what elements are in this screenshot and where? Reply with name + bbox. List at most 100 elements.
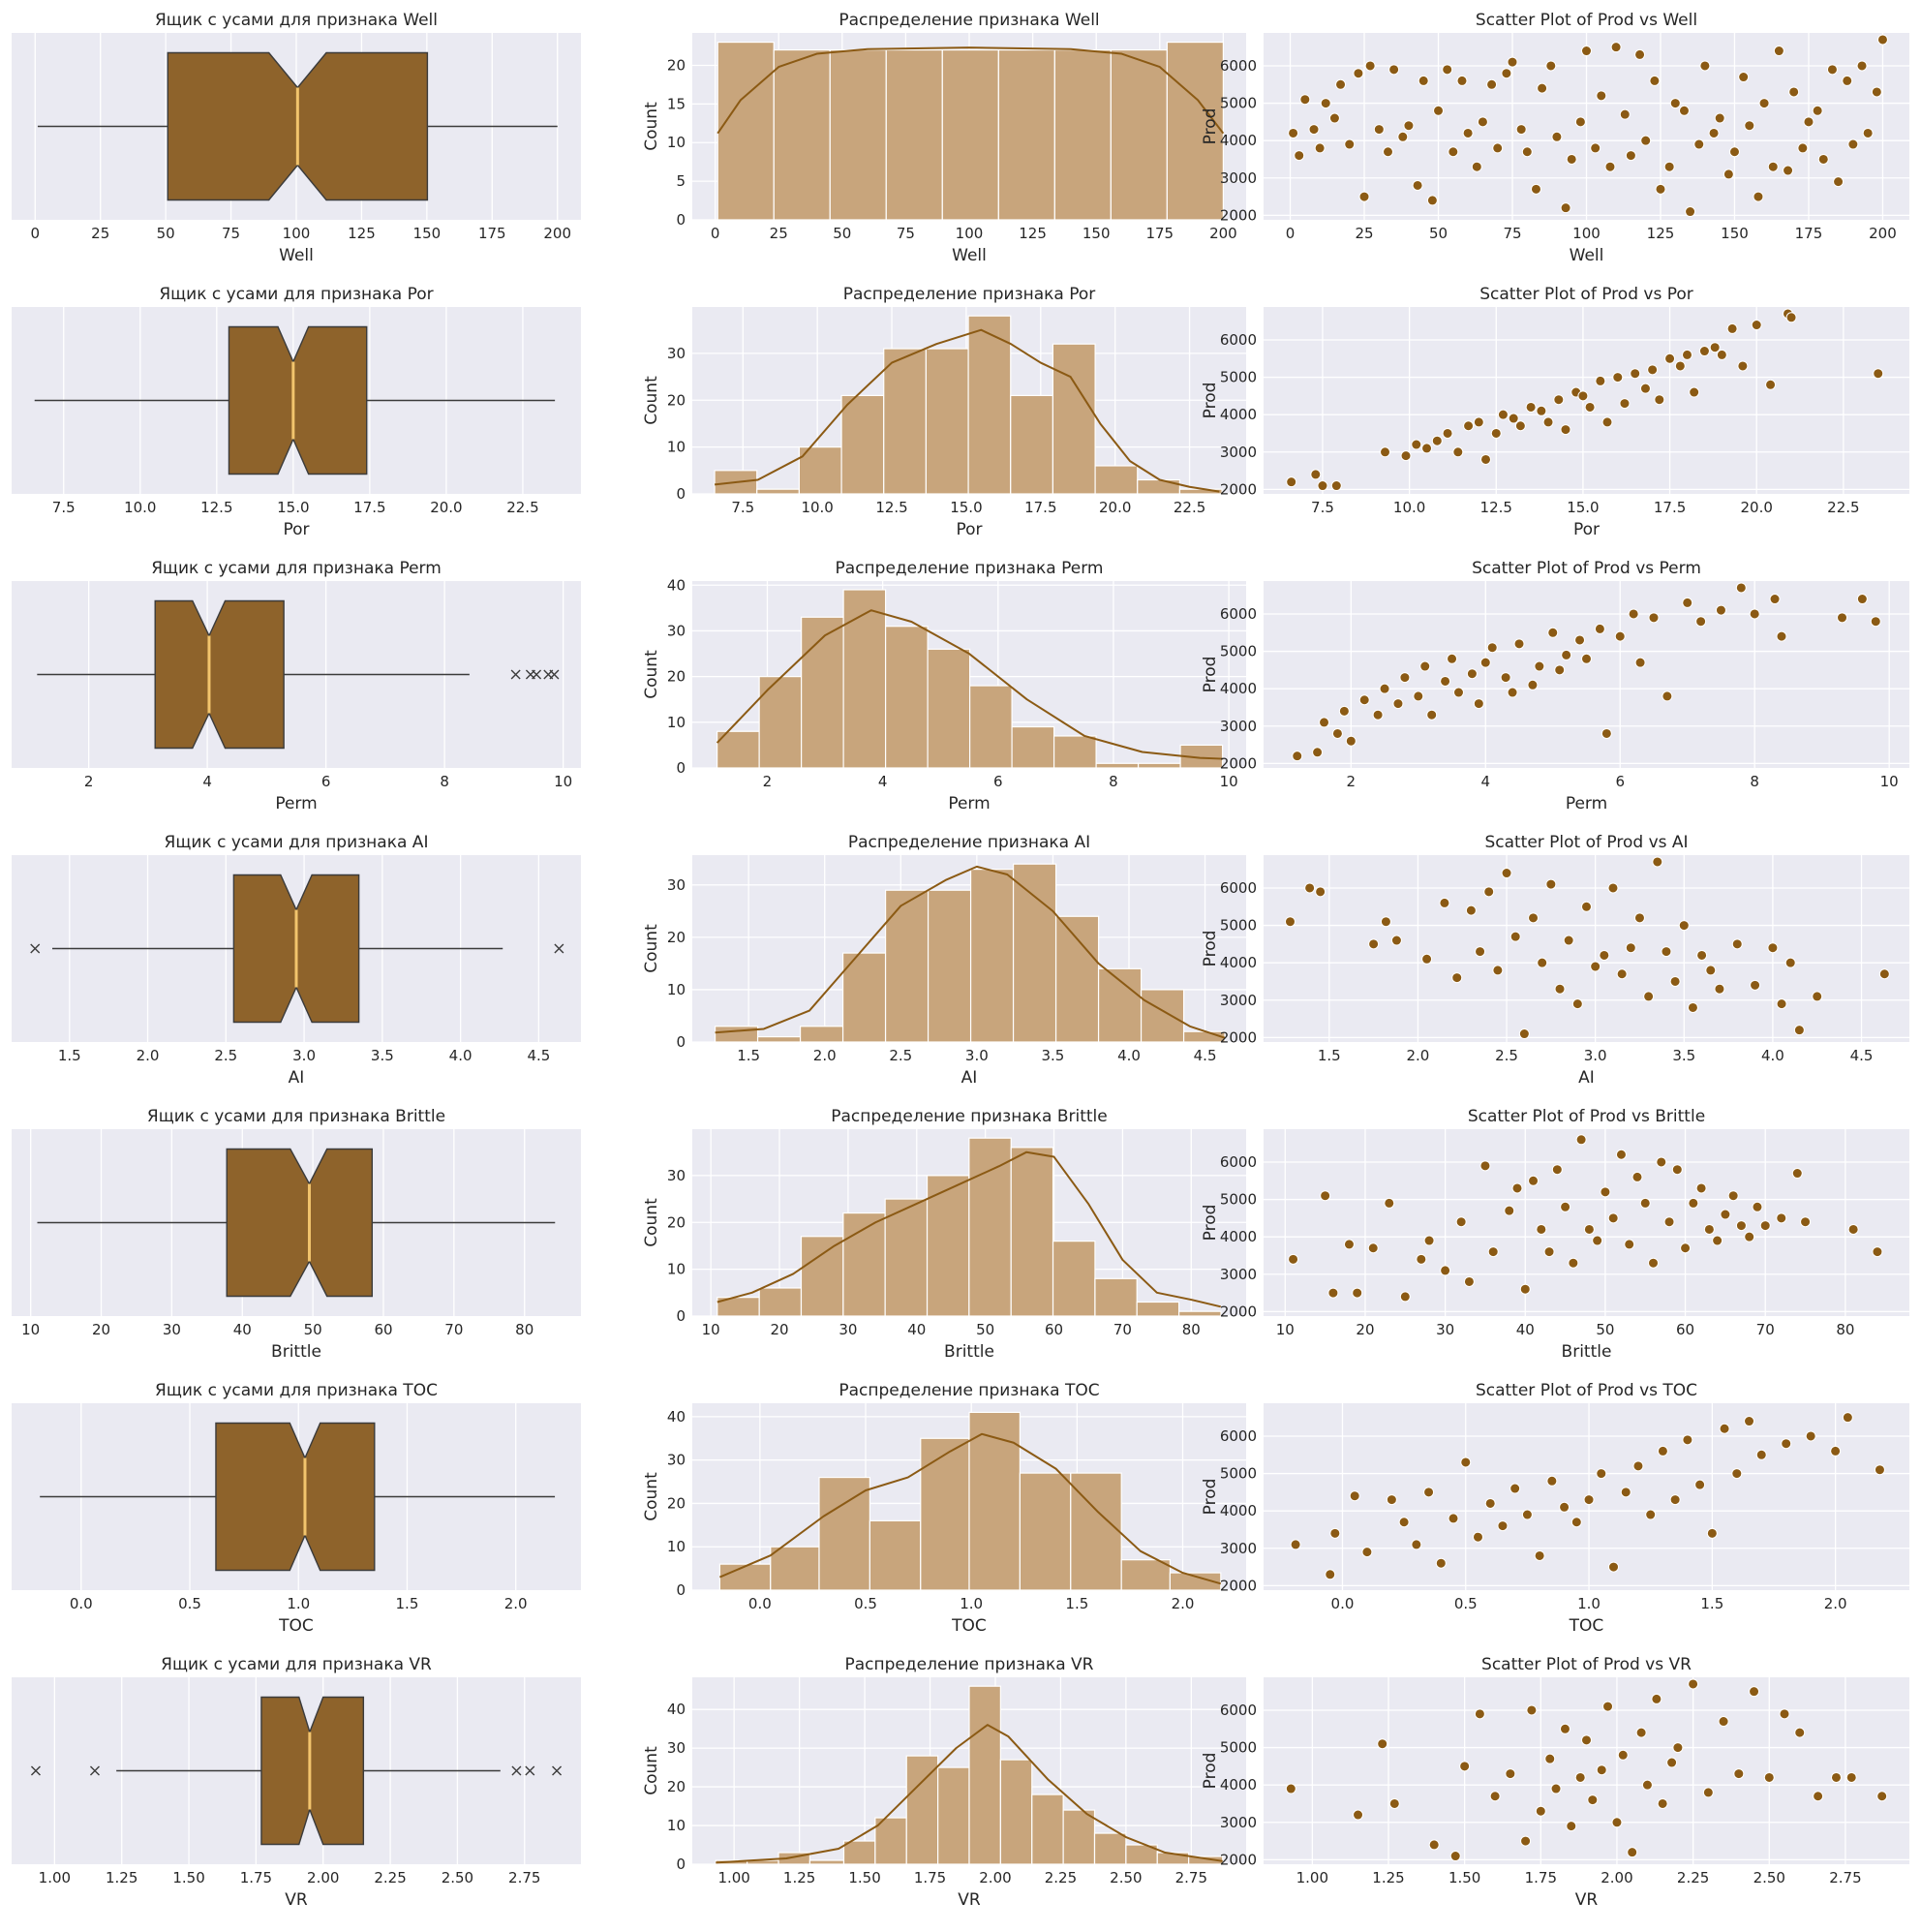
y-tick-label: 20 (667, 1213, 686, 1231)
x-tick-label: 2.25 (1045, 1869, 1077, 1886)
scatter-point (1331, 727, 1343, 739)
outlier-marker (89, 1765, 100, 1776)
scatter-point (1581, 46, 1592, 57)
x-tick-label: 1.0 (960, 1595, 983, 1612)
y-tick-label: 5000 (1220, 369, 1257, 386)
x-tick-label: 2.0 (813, 1047, 837, 1064)
scatter-point (1584, 401, 1596, 413)
chart-title: Распределение признака Perm (836, 559, 1104, 578)
x-tick-label: 150 (1721, 225, 1749, 242)
scatter-point (1448, 1513, 1459, 1524)
scatter-point (1647, 364, 1659, 376)
y-tick-label: 0 (676, 1855, 686, 1873)
y-axis-label: Count (642, 1198, 661, 1247)
x-tick-label: 22.5 (1174, 499, 1205, 516)
scatter-point (1439, 897, 1450, 908)
scatter-point (1847, 138, 1859, 150)
x-tick-label: 20.0 (1741, 499, 1773, 516)
box-por-subplot: Ящик с усами для признака Por 7.5 10.0 12.5… (12, 285, 581, 539)
y-tick-label: 40 (667, 1701, 686, 1718)
scatter-point (1812, 991, 1823, 1002)
y-tick-label: 30 (667, 876, 686, 894)
chart-title: Ящик с усами для признака Well (155, 11, 438, 30)
scatter-point (1449, 1851, 1461, 1862)
x-axis-label: Por (956, 520, 982, 539)
x-tick-label: 4.5 (1850, 1047, 1874, 1064)
y-tick-label: 10 (667, 134, 686, 151)
scatter-point (1551, 131, 1563, 142)
notched-box (228, 325, 368, 475)
scatter-point (1871, 86, 1882, 98)
scatter-point (1568, 1257, 1579, 1269)
x-tick-label: 1.5 (737, 1047, 760, 1064)
x-tick-label: 75 (1503, 225, 1521, 242)
y-axis-label: Count (642, 376, 661, 425)
scatter-point (1845, 1771, 1857, 1783)
histogram-bar (714, 1026, 759, 1043)
y-tick-label: 30 (667, 345, 686, 362)
scatter-point (1440, 1265, 1451, 1276)
kde-curve (715, 865, 1226, 1039)
scatter-point (1655, 183, 1666, 195)
histogram-bar (842, 1211, 886, 1317)
scatter-point (1842, 75, 1853, 86)
scatter-por-subplot: Scatter Plot of Prod vs Por 7.5 10.0 12.5 15… (1201, 285, 1909, 539)
x-tick-label: 50 (976, 1321, 994, 1338)
histogram-bar (1019, 1472, 1072, 1591)
scatter-point (1632, 1460, 1644, 1472)
y-tick-label: 4000 (1220, 1776, 1257, 1794)
scatter-point (1706, 1527, 1718, 1539)
scatter-point (1720, 1209, 1731, 1220)
scatter-point (1411, 1539, 1422, 1550)
x-tick-label: 125 (348, 225, 376, 242)
x-tick-label: 10.0 (124, 499, 156, 516)
scatter-point (1314, 142, 1326, 154)
scatter-point (1779, 1708, 1790, 1720)
scatter-point (1479, 657, 1491, 668)
notched-box (260, 1696, 365, 1846)
scatter-point (1625, 150, 1636, 162)
x-tick-label: 200 (1869, 225, 1897, 242)
x-tick-label: 0.5 (1454, 1595, 1478, 1612)
x-tick-label: 1.5 (58, 1047, 81, 1064)
scatter-point (1703, 1223, 1715, 1235)
scatter-point (1583, 1494, 1595, 1506)
histogram-bar (842, 1840, 876, 1865)
kde-curve (716, 609, 1224, 760)
scatter-point (1398, 1517, 1410, 1528)
scatter-point (1687, 1001, 1698, 1013)
scatter-point (1320, 1190, 1331, 1202)
y-tick-label: 2000 (1220, 1577, 1257, 1594)
x-tick-label: 7.5 (731, 499, 754, 516)
scatter-point (1830, 1771, 1842, 1783)
y-tick-label: 0 (676, 211, 686, 229)
scatter-point (1705, 965, 1717, 976)
x-tick-label: 10 (1880, 773, 1899, 790)
scatter-point (1681, 349, 1692, 360)
scatter-point (1753, 191, 1764, 202)
panel-background (1264, 855, 1909, 1042)
x-tick-label: 4.5 (527, 1047, 550, 1064)
scatter-point (1452, 446, 1464, 458)
scatter-point (1386, 1494, 1397, 1506)
scatter-point (1776, 1212, 1787, 1224)
x-tick-label: 2.5 (1495, 1047, 1518, 1064)
scatter-point (1315, 886, 1326, 898)
scatter-point (1788, 86, 1800, 98)
histogram-bar (968, 685, 1013, 769)
x-tick-label: 40 (233, 1321, 252, 1338)
scatter-point (1486, 642, 1498, 654)
histogram-bar (920, 1437, 970, 1591)
scatter-point (1830, 1445, 1842, 1457)
scatter-point (1709, 342, 1721, 353)
scatter-point (1421, 443, 1433, 454)
scatter-point (1590, 961, 1601, 972)
chart-title: Распределение признака Brittle (831, 1107, 1107, 1126)
x-tick-label: 0 (31, 225, 41, 242)
x-tick-label: 2.50 (442, 1869, 473, 1886)
x-axis-label: Por (283, 520, 309, 539)
scatter-point (1399, 1291, 1411, 1303)
scatter-point (1628, 608, 1639, 620)
scatter-point (1620, 1487, 1631, 1498)
